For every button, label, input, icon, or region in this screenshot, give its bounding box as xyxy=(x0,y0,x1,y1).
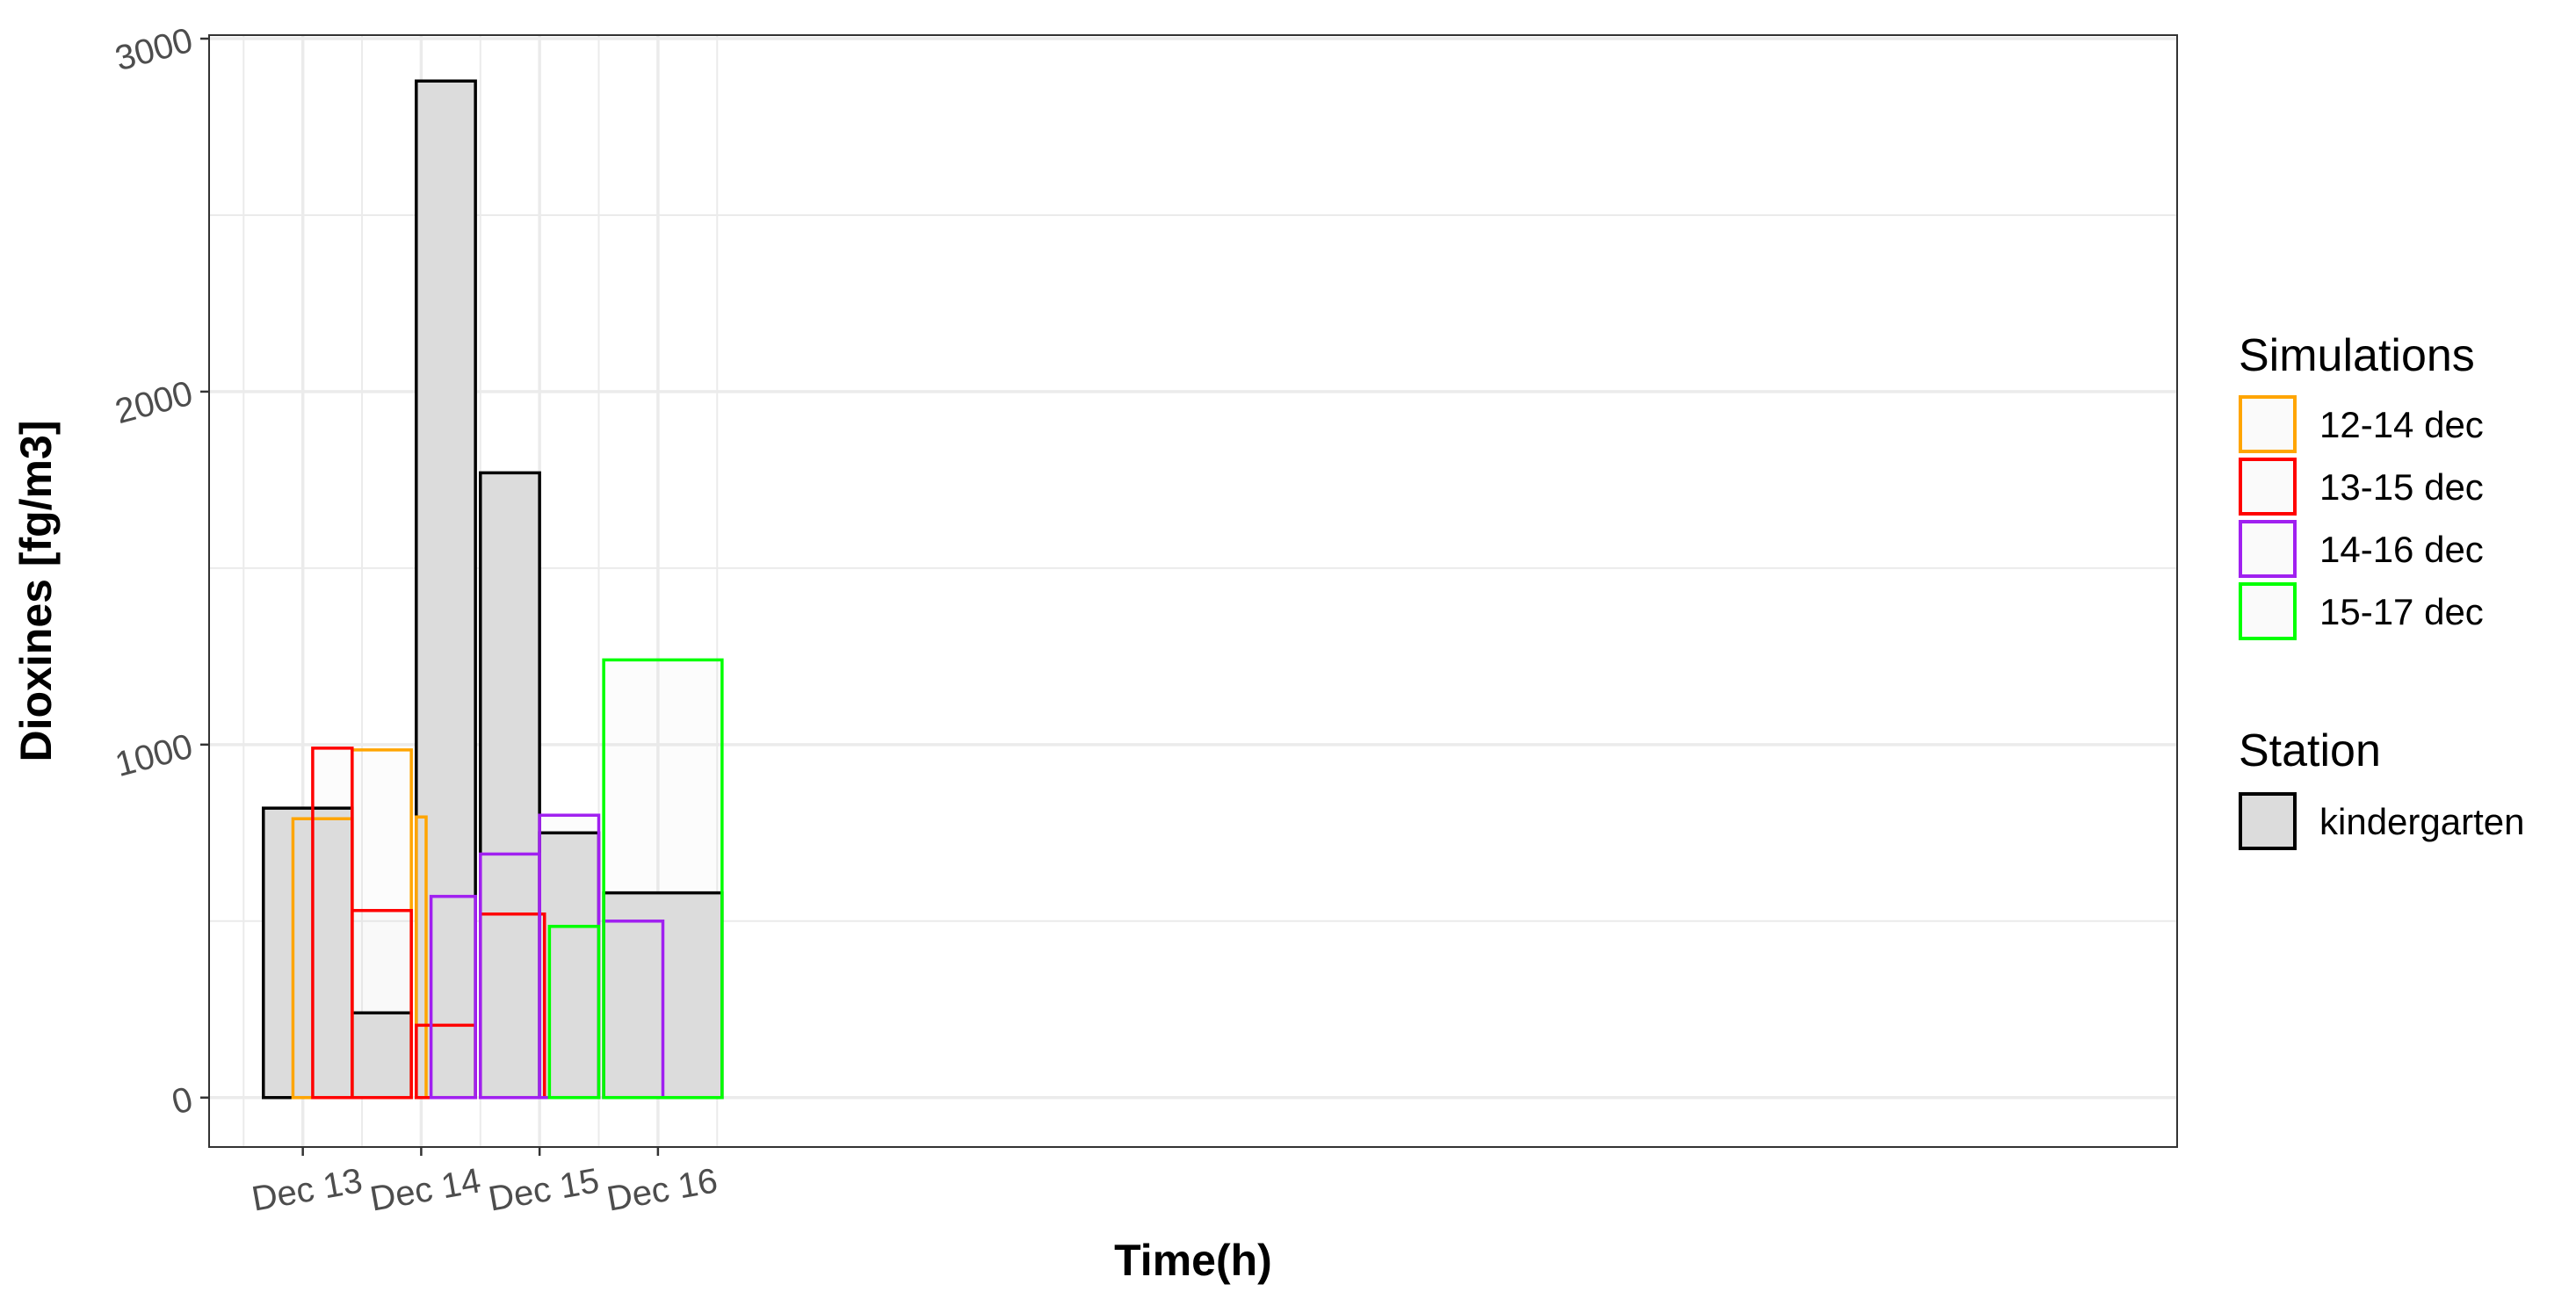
y-tick-label: 0 xyxy=(168,1079,197,1122)
legend-key-15-17-dec xyxy=(2239,582,2297,640)
x-tick-label: Dec 16 xyxy=(604,1161,720,1218)
sim-bar-15-17-dec xyxy=(602,658,724,1100)
legend-label-12-14-dec: 12-14 dec xyxy=(2319,404,2484,445)
legend-simulations: 12-14 dec 13-15 dec 14-16 dec 15-17 dec xyxy=(2239,395,2484,640)
legend-title-station: Station xyxy=(2239,725,2381,776)
x-axis: Dec 13 Dec 14 Dec 15 Dec 16 xyxy=(249,1147,720,1219)
sim-bar-13-15-dec xyxy=(351,908,413,1100)
sim-bar-15-17-dec xyxy=(547,925,601,1100)
y-tick-label: 1000 xyxy=(112,727,197,785)
x-tick-label: Dec 15 xyxy=(486,1161,602,1218)
station-bar xyxy=(262,806,354,1100)
legend-key-12-14-dec xyxy=(2239,395,2297,453)
panel-border xyxy=(208,34,2178,1148)
station-bar xyxy=(351,1011,413,1100)
y-tick-label: 3000 xyxy=(112,21,197,79)
legend-key-14-16-dec xyxy=(2239,520,2297,578)
sim-bar-14-16-dec xyxy=(429,894,477,1100)
x-tick-label: Dec 14 xyxy=(367,1161,483,1218)
x-axis-title: Time(h) xyxy=(1114,1236,1272,1285)
legend-label-kindergarten: kindergarten xyxy=(2319,801,2524,842)
y-axis: 0 1000 2000 3000 xyxy=(112,21,209,1122)
legend-label-14-16-dec: 14-16 dec xyxy=(2319,529,2484,570)
x-tick-label: Dec 13 xyxy=(249,1161,365,1218)
legend-key-13-15-dec xyxy=(2239,458,2297,516)
legend-label-15-17-dec: 15-17 dec xyxy=(2319,591,2484,632)
station-bar xyxy=(479,471,541,1100)
legend-label-13-15-dec: 13-15 dec xyxy=(2319,466,2484,508)
y-axis-title: Dioxines [fg/m3] xyxy=(11,421,61,762)
legend-key-kindergarten xyxy=(2239,792,2297,850)
plot-area xyxy=(262,79,724,1100)
legend-title-simulations: Simulations xyxy=(2239,330,2475,381)
y-tick-label: 2000 xyxy=(112,374,197,432)
